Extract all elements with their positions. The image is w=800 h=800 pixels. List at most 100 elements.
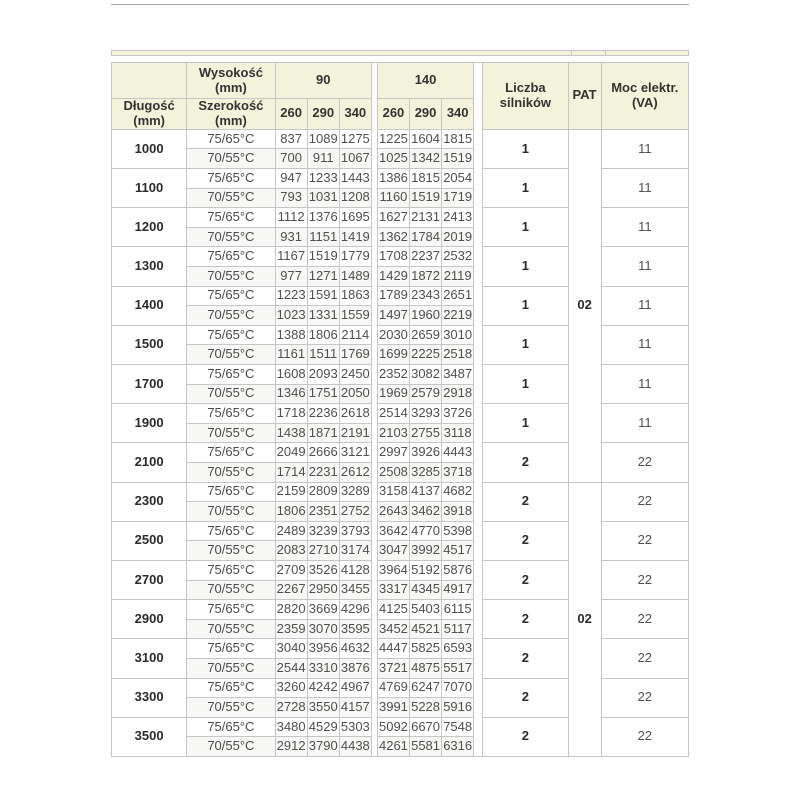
value-cell: 2019 [441, 226, 475, 248]
value-cell: 1511 [306, 344, 340, 365]
table-row: 2500 75/65°C 2489 3239 3793 3642 4770 5398 2 22 [110, 520, 690, 561]
power-cell: 11 [600, 246, 690, 287]
power-cell: 22 [600, 559, 690, 601]
column-gap [473, 560, 484, 600]
value-cell: 1151 [306, 226, 340, 248]
value-cell: 2651 [441, 285, 475, 307]
value-cell: 2579 [408, 383, 443, 405]
temp-cell: 75/65°C [186, 559, 276, 581]
column-gap [473, 442, 484, 483]
previous-table-edge-segment [571, 50, 605, 56]
table-row: 70/55°C 1806 2351 2752 2643 3462 3918 [112, 501, 689, 522]
column-gap [473, 246, 484, 287]
value-cell: 2508 [376, 461, 411, 483]
value-cell: 1376 [306, 207, 340, 228]
value-cell: 4517 [441, 540, 475, 561]
value-cell: 4632 [338, 638, 372, 659]
value-cell: 2820 [274, 599, 308, 620]
radiator-spec-table: Wysokość (mm) 90 140 Liczba silników PAT… [110, 62, 690, 758]
value-cell: 2050 [338, 383, 372, 405]
value-cell: 4296 [338, 599, 372, 620]
value-cell: 1438 [274, 422, 308, 444]
value-cell: 1719 [441, 187, 475, 209]
value-cell: 2119 [441, 266, 475, 287]
value-cell: 2918 [441, 383, 475, 405]
column-gap [473, 599, 484, 639]
temp-cell: 70/55°C [186, 501, 276, 522]
value-cell: 1271 [306, 266, 340, 287]
value-cell: 4345 [408, 579, 443, 601]
value-cell: 947 [274, 168, 308, 189]
value-cell: 3455 [338, 579, 372, 601]
value-cell: 5092 [376, 716, 411, 738]
power-cell: 11 [600, 207, 690, 248]
table-row: 70/55°C 931 1151 1419 1362 1784 2019 [112, 226, 689, 248]
value-cell: 3550 [306, 697, 340, 718]
value-cell: 2343 [408, 285, 443, 307]
value-cell: 3293 [408, 403, 443, 424]
value-cell: 2532 [441, 246, 475, 268]
value-cell: 1331 [306, 305, 340, 326]
temp-cell: 70/55°C [186, 579, 276, 601]
value-cell: 2514 [376, 403, 411, 424]
length-cell: 1100 [110, 168, 188, 209]
value-cell: 5398 [441, 520, 475, 542]
value-cell: 837 [274, 128, 308, 150]
table-row: 1000 75/65°C 837 1089 1275 1225 1604 1815 1 02 11 [110, 128, 690, 483]
value-cell: 1519 [306, 246, 340, 268]
column-gap [473, 286, 484, 326]
value-cell: 2114 [338, 324, 372, 346]
table-row: 70/55°C 2083 2710 3174 3047 3992 4517 [112, 540, 689, 561]
table-row: 1500 75/65°C 1388 1806 2114 2030 2659 3010 1 11 [110, 324, 690, 366]
value-cell: 4447 [376, 638, 411, 659]
value-cell: 5876 [441, 559, 475, 581]
value-cell: 3991 [376, 697, 411, 718]
power-cell: 11 [600, 403, 690, 444]
value-cell: 1871 [306, 422, 340, 444]
value-cell: 3317 [376, 579, 411, 601]
value-cell: 2544 [274, 657, 308, 679]
value-cell: 2489 [274, 520, 308, 542]
temp-cell: 70/55°C [186, 344, 276, 365]
value-cell: 1519 [441, 148, 475, 170]
value-cell: 4967 [338, 677, 372, 699]
value-cell: 4769 [376, 677, 411, 699]
temp-cell: 75/65°C [186, 638, 276, 659]
header-moc-elektr: Moc elektr. (VA) [600, 62, 690, 130]
value-cell: 3158 [376, 481, 411, 503]
temp-cell: 70/55°C [186, 540, 276, 561]
value-cell: 2809 [306, 481, 340, 503]
value-cell: 3070 [306, 618, 340, 640]
value-cell: 1225 [376, 128, 411, 150]
value-cell: 1695 [338, 207, 372, 228]
value-cell: 1362 [376, 226, 411, 248]
motors-cell: 1 [482, 246, 569, 287]
header-dlugosc: Długość (mm) [110, 98, 188, 130]
value-cell: 2083 [274, 540, 308, 561]
value-cell: 2131 [408, 207, 443, 228]
value-cell: 7070 [441, 677, 475, 699]
value-cell: 1751 [306, 383, 340, 405]
length-cell: 2700 [110, 559, 188, 601]
motors-cell: 1 [482, 285, 569, 326]
length-cell: 1000 [110, 128, 188, 170]
power-cell: 22 [600, 520, 690, 561]
value-cell: 6247 [408, 677, 443, 699]
header-width-290: 290 [306, 98, 340, 130]
motors-cell: 2 [482, 559, 569, 601]
motors-cell: 1 [482, 128, 569, 170]
header-liczba-silnikow: Liczba silników [482, 62, 569, 130]
value-cell: 2054 [441, 168, 475, 189]
motors-cell: 2 [482, 520, 569, 561]
table-row: 1700 75/65°C 1608 2093 2450 2352 3082 3487 1 11 [110, 363, 690, 405]
temp-cell: 75/65°C [186, 481, 276, 503]
power-cell: 11 [600, 363, 690, 405]
value-cell: 1779 [338, 246, 372, 268]
table-row: 2100 75/65°C 2049 2666 3121 2997 3926 4443 2 22 [110, 442, 690, 483]
table-row: 70/55°C 977 1271 1489 1429 1872 2119 [112, 266, 689, 287]
temp-cell: 75/65°C [186, 677, 276, 699]
length-cell: 2100 [110, 442, 188, 483]
length-cell: 3500 [110, 716, 188, 758]
value-cell: 5192 [408, 559, 443, 581]
value-cell: 1627 [376, 207, 411, 228]
